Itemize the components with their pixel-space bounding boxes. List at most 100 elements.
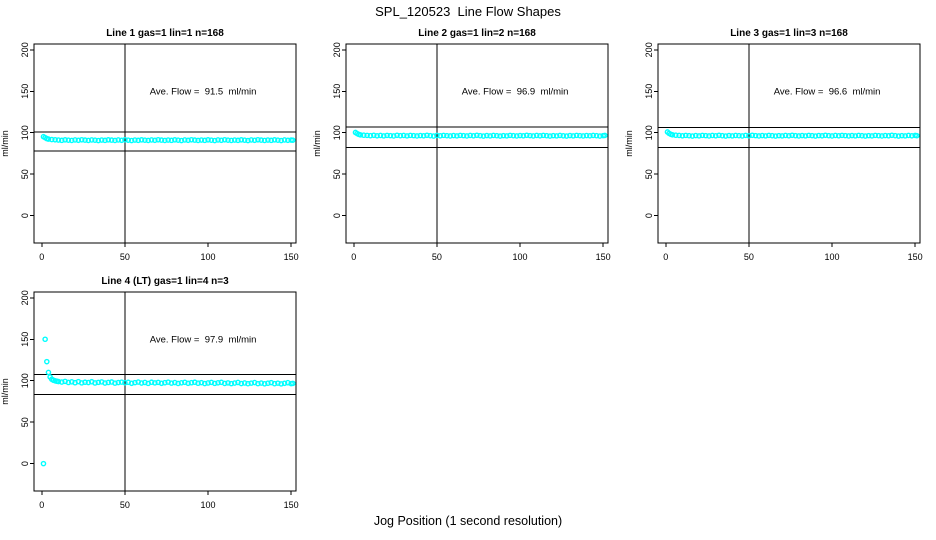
data-point — [235, 137, 241, 144]
data-point — [102, 380, 108, 386]
data-point — [377, 132, 384, 139]
data-points — [40, 133, 296, 144]
panel-title: Line 4 (LT) gas=1 lin=4 n=3 — [101, 276, 229, 287]
data-point — [125, 137, 132, 143]
data-point — [58, 379, 65, 385]
data-point — [268, 137, 275, 144]
y-tick-label: 100 — [644, 125, 654, 140]
data-point — [580, 133, 587, 139]
data-point — [88, 137, 95, 143]
data-point — [158, 380, 165, 387]
data-point — [464, 133, 470, 139]
flow-panel-3: Line 3 gas=1 lin=3 n=168 0 50 100 150 0 50 100 1… — [624, 28, 923, 262]
data-point — [879, 133, 885, 139]
data-point — [726, 132, 732, 139]
data-point — [766, 132, 772, 139]
data-point — [792, 132, 799, 139]
data-point — [769, 132, 776, 139]
data-point — [742, 132, 749, 139]
data-point — [530, 133, 537, 139]
x-tick-label: 0 — [351, 252, 356, 262]
data-point — [440, 132, 447, 139]
data-point — [138, 380, 145, 386]
data-point — [118, 379, 125, 385]
data-point — [497, 133, 503, 139]
data-point — [679, 132, 686, 139]
y-tick-label: 0 — [644, 213, 654, 218]
data-point — [55, 378, 62, 385]
data-point — [759, 132, 766, 139]
data-point — [729, 133, 736, 139]
x-tick-label: 50 — [120, 500, 130, 510]
data-point — [78, 380, 85, 386]
data-point — [404, 133, 410, 139]
data-point — [427, 132, 434, 139]
data-point — [805, 132, 812, 139]
y-tick-label: 200 — [332, 42, 342, 57]
data-point — [78, 136, 85, 143]
data-point — [152, 137, 158, 144]
data-point — [265, 137, 271, 143]
data-point — [95, 137, 102, 144]
data-point — [241, 380, 248, 386]
data-point — [882, 132, 889, 139]
data-point — [231, 380, 238, 386]
data-point — [875, 132, 882, 139]
data-point — [493, 132, 500, 139]
data-point — [65, 137, 72, 143]
data-point — [208, 137, 215, 143]
data-point — [822, 132, 829, 139]
ave-flow-annotation: Ave. Flow = 97.9 ml/min — [150, 334, 257, 345]
data-point — [175, 380, 181, 387]
y-tick-label: 150 — [20, 332, 30, 347]
data-point — [739, 133, 746, 139]
data-point — [692, 132, 699, 139]
data-point — [510, 132, 517, 139]
data-point — [889, 132, 895, 139]
data-point — [474, 132, 480, 139]
y-tick-label: 0 — [20, 213, 30, 218]
x-tick-label: 100 — [201, 500, 216, 510]
data-point — [513, 133, 520, 139]
data-point — [397, 132, 404, 139]
data-point — [892, 132, 899, 139]
data-point — [689, 133, 696, 139]
data-point — [271, 380, 278, 387]
x-tick-label: 100 — [201, 252, 216, 262]
data-point — [410, 132, 417, 139]
data-point — [245, 380, 251, 387]
y-tick-label: 200 — [20, 42, 30, 57]
data-point — [776, 132, 782, 139]
data-point — [62, 137, 68, 143]
data-point — [42, 336, 48, 343]
data-point — [168, 380, 175, 386]
data-point — [540, 132, 547, 139]
data-point — [255, 136, 261, 143]
data-point — [68, 137, 75, 144]
data-point — [55, 137, 62, 143]
data-point — [225, 137, 231, 143]
data-point — [590, 132, 597, 139]
data-point — [92, 137, 98, 143]
data-point — [188, 136, 195, 143]
data-point — [809, 132, 815, 139]
data-point — [563, 133, 570, 139]
data-point — [507, 132, 513, 139]
data-point — [275, 380, 281, 386]
data-point — [251, 137, 258, 144]
data-point — [772, 133, 779, 139]
data-point — [799, 132, 805, 139]
data-point — [357, 132, 364, 138]
data-point — [543, 132, 550, 139]
data-point — [105, 379, 112, 386]
panel-title: Line 1 gas=1 lin=1 n=168 — [106, 28, 224, 39]
data-point — [152, 380, 158, 386]
data-point — [231, 137, 238, 143]
data-point — [162, 379, 168, 386]
data-point — [672, 132, 679, 139]
data-point — [132, 379, 138, 386]
data-point — [215, 379, 221, 386]
data-point — [669, 131, 676, 138]
data-point — [905, 132, 912, 139]
x-tick-label: 50 — [120, 252, 130, 262]
